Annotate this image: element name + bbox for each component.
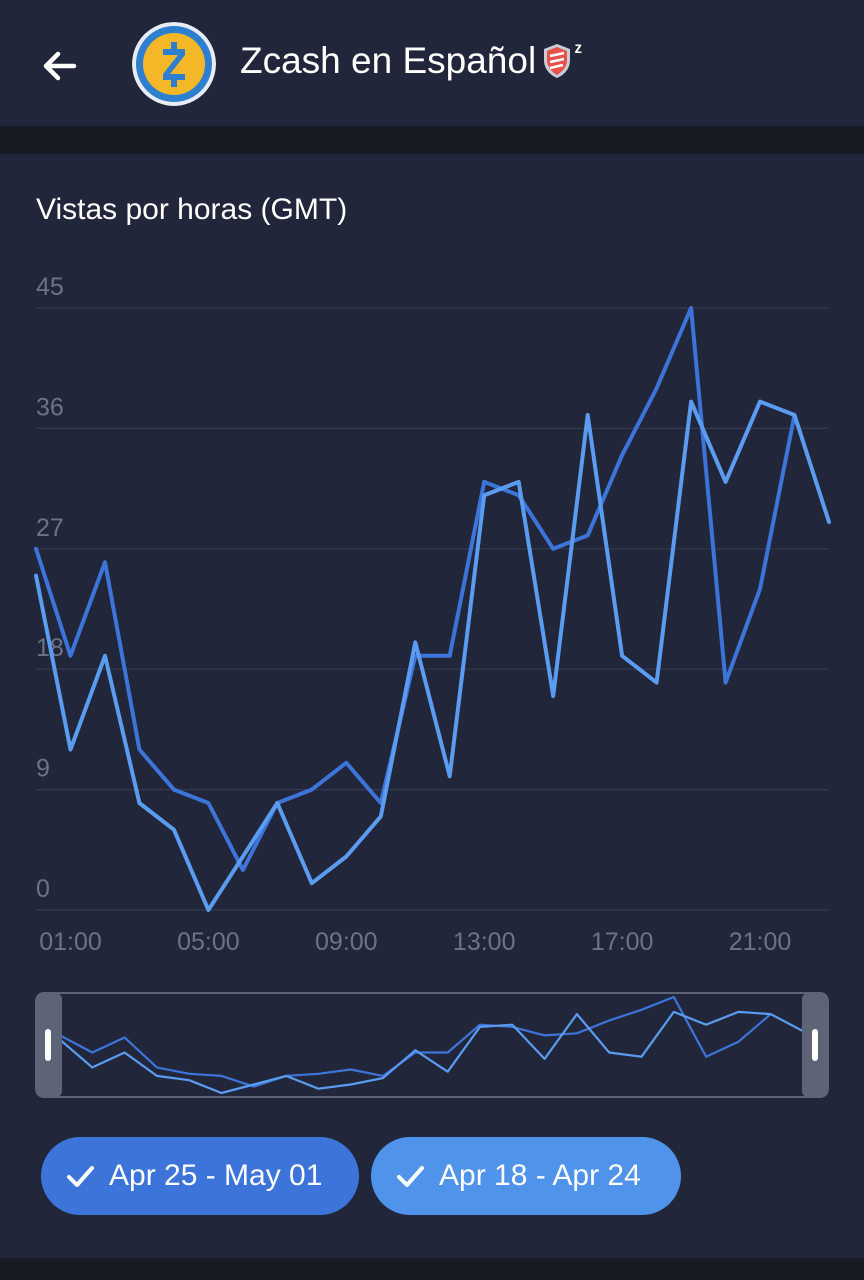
bottom-divider [0,1258,864,1280]
legend-toggle-previous[interactable]: Apr 18 - Apr 24 [371,1137,681,1215]
legend-label: Apr 18 - Apr 24 [439,1159,641,1192]
top-bar: Zcash en Español ᶻ [0,0,864,126]
channel-avatar[interactable] [132,22,216,106]
navigator-line-0 [59,995,772,1088]
navigator-line-1 [59,1010,804,1095]
channel-name: Zcash en Español [240,40,537,81]
back-button[interactable] [30,36,90,96]
channel-badge: ᶻ [542,38,582,80]
overview-navigator[interactable] [0,980,864,1110]
back-arrow-icon [43,51,77,81]
chart-title: Vistas por horas (GMT) [36,193,348,226]
section-divider [0,126,864,154]
check-icon [397,1166,424,1187]
badge-suffix: ᶻ [574,38,583,63]
shield-icon [544,44,571,78]
legend-toggle-current[interactable]: Apr 25 - May 01 [41,1137,359,1215]
legend-label: Apr 25 - May 01 [109,1159,323,1192]
check-icon [67,1166,94,1187]
navigator-frame [35,992,829,1098]
handle-grip [812,1029,818,1061]
handle-grip [45,1029,51,1061]
channel-title: Zcash en Español ᶻ [240,38,582,82]
